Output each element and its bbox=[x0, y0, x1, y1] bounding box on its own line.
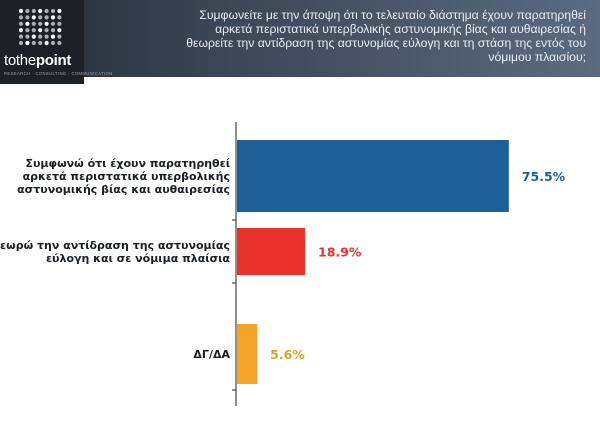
logo-dot bbox=[25, 34, 30, 39]
logo-dot bbox=[44, 28, 49, 33]
logo-dot bbox=[38, 34, 43, 39]
logo-dot bbox=[38, 28, 43, 33]
logo-dot bbox=[31, 15, 36, 20]
logo-dot bbox=[44, 15, 49, 20]
logo-dot bbox=[50, 15, 56, 20]
category-label-line: Θεωρώ την αντίδραση της αστυνομίας bbox=[0, 239, 230, 252]
category-label-line: αστυνομικής βίας και αυθαιρεσίας bbox=[17, 183, 230, 196]
logo-dot bbox=[18, 28, 24, 33]
logo-dot bbox=[57, 8, 62, 14]
logo-dot bbox=[50, 28, 56, 33]
value-label-3: 5.6% bbox=[270, 347, 305, 362]
bar-2 bbox=[237, 228, 306, 275]
value-label-1: 75.5% bbox=[522, 169, 566, 184]
logo-dot bbox=[38, 8, 43, 14]
logo-dot bbox=[50, 21, 56, 26]
logo-text-part2: point bbox=[35, 52, 72, 69]
logo-wordmark: tothepoint bbox=[4, 52, 71, 69]
logo-dot bbox=[25, 28, 30, 33]
value-label-2: 18.9% bbox=[318, 245, 362, 260]
logo-dot bbox=[38, 40, 43, 46]
logo-tagline: RESEARCH · CONSULTING · COMMUNICATION bbox=[4, 71, 113, 76]
category-label-1: Συμφωνώ ότι έχουν παρατηρηθεί αρκετά περι… bbox=[17, 157, 230, 196]
logo-dot bbox=[38, 21, 43, 26]
logo-dot bbox=[57, 21, 62, 26]
category-label-line: Συμφωνώ ότι έχουν παρατηρηθεί bbox=[25, 157, 230, 170]
logo-dot bbox=[57, 28, 62, 33]
logo-dot bbox=[31, 40, 36, 46]
logo-dot bbox=[25, 21, 30, 26]
header-banner: tothepoint RESEARCH · CONSULTING · COMMU… bbox=[0, 0, 600, 84]
logo-dot bbox=[50, 34, 56, 39]
logo-dot bbox=[18, 40, 24, 46]
category-label-line: αρκετά περιστατικά υπερβολικής bbox=[23, 170, 230, 183]
logo-dot bbox=[18, 34, 24, 39]
logo-dot bbox=[57, 34, 62, 39]
bar-3 bbox=[237, 324, 258, 384]
bar-1 bbox=[237, 140, 509, 212]
logo-dot bbox=[25, 15, 30, 20]
logo-dot bbox=[31, 8, 36, 14]
logo-dot bbox=[18, 15, 24, 20]
logo-dot bbox=[44, 8, 49, 14]
logo-dot bbox=[31, 21, 36, 26]
logo: tothepoint RESEARCH · CONSULTING · COMMU… bbox=[0, 0, 112, 84]
logo-text-part1: tothe bbox=[4, 52, 36, 69]
logo-dot bbox=[18, 21, 24, 26]
category-label-line: εύλογη και σε νόμιμα πλαίσια bbox=[46, 252, 230, 265]
category-label-3: ΔΓ/ΔΑ bbox=[193, 348, 230, 361]
category-label-line: ΔΓ/ΔΑ bbox=[193, 348, 230, 361]
logo-dot bbox=[31, 34, 36, 39]
logo-dot bbox=[57, 15, 62, 20]
category-label-2: Θεωρώ την αντίδραση της αστυνομίας εύλογη… bbox=[0, 239, 230, 265]
survey-question: Συμφωνείτε με την άποψη ότι το τελευταίο… bbox=[186, 8, 586, 64]
logo-dot bbox=[50, 40, 56, 46]
logo-dot bbox=[44, 40, 49, 46]
logo-dot bbox=[25, 8, 30, 14]
logo-dots-icon bbox=[18, 8, 62, 46]
logo-dot bbox=[25, 40, 30, 46]
logo-dot bbox=[57, 40, 62, 46]
logo-dot bbox=[31, 28, 36, 33]
logo-dot bbox=[44, 21, 49, 26]
logo-dot bbox=[38, 15, 43, 20]
logo-dot bbox=[50, 8, 56, 14]
logo-dot bbox=[44, 34, 49, 39]
logo-dot bbox=[18, 8, 24, 14]
